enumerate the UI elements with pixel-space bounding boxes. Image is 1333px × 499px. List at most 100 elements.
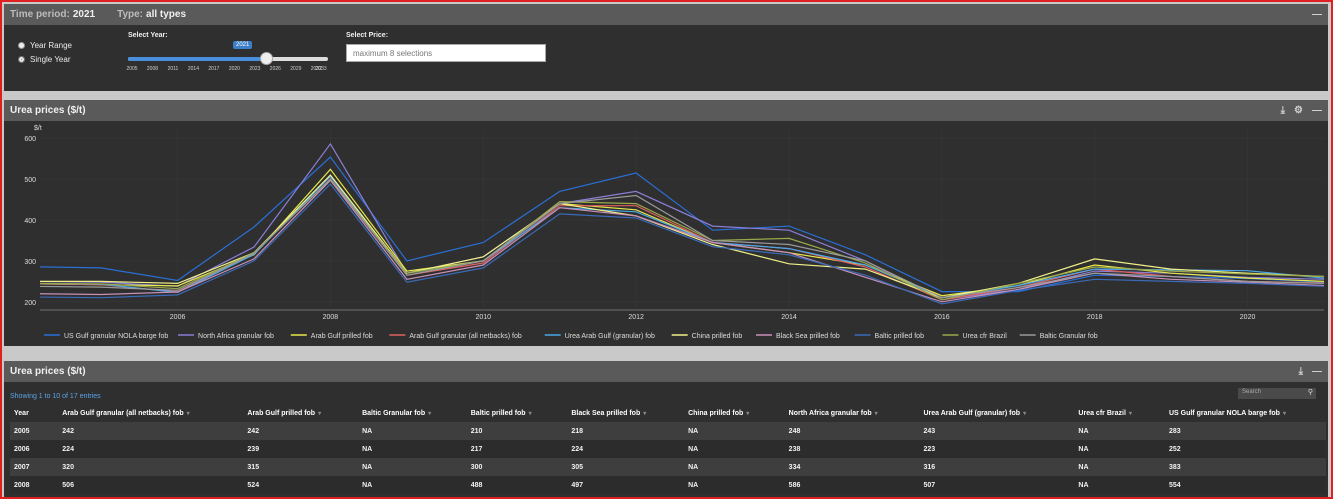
table-cell: NA: [684, 422, 785, 440]
y-tick-label: 400: [24, 218, 36, 225]
column-header[interactable]: Baltic Granular fob ▾: [358, 405, 467, 422]
gear-icon[interactable]: ⚙: [1294, 105, 1303, 116]
sort-icon[interactable]: ▾: [643, 411, 647, 417]
slider-tick-label: 2023: [249, 66, 261, 72]
y-tick-label: 200: [24, 300, 36, 307]
table-cell: NA: [684, 458, 785, 476]
slider-tick-label: 2014: [187, 66, 199, 72]
sort-icon[interactable]: ▾: [1282, 411, 1286, 417]
sort-icon[interactable]: ▾: [1128, 411, 1132, 417]
table-cell: 300: [466, 458, 568, 476]
radio-single-year[interactable]: Single Year: [18, 55, 70, 64]
radio-selected-icon[interactable]: [18, 56, 25, 63]
table-row[interactable]: 2008 506 524 NA 488 497 NA 586 507 NA 554: [10, 476, 1326, 494]
table-cell: 239: [243, 440, 359, 458]
table-cell: NA: [684, 440, 785, 458]
table-panel-title: Urea prices ($/t): [10, 366, 86, 377]
x-tick-label: 2006: [170, 314, 186, 321]
slider-tick-label: 2008: [146, 66, 159, 72]
column-header[interactable]: Year: [10, 405, 58, 422]
y-tick-label: 600: [24, 136, 36, 143]
year-slider[interactable]: [128, 52, 328, 65]
table-row[interactable]: 2007 320 315 NA 300 305 NA 334 316 NA 383: [10, 458, 1326, 476]
x-tick-label: 2012: [628, 314, 644, 321]
table-cell: 2005: [10, 422, 59, 440]
select-year-label: Select Year:: [128, 32, 168, 39]
download-icon[interactable]: ⤓: [1298, 366, 1303, 377]
year-slider-handle[interactable]: [260, 52, 273, 65]
legend-label: Urea cfr Brazil: [962, 333, 1007, 340]
column-header[interactable]: Arab Gulf prilled fob ▾: [243, 405, 358, 422]
series-line: [40, 175, 1324, 299]
column-header-label: Black Sea prilled fob: [571, 410, 641, 417]
sort-icon[interactable]: ▾: [874, 411, 878, 417]
radio-year-range[interactable]: Year Range: [18, 41, 72, 50]
legend-label: Arab Gulf granular (all netbacks) fob: [409, 333, 522, 340]
minimize-icon[interactable]: —: [1312, 366, 1322, 377]
table-cell: 217: [466, 440, 568, 458]
table-cell: 238: [784, 440, 920, 458]
legend-label: Baltic Granular fob: [1040, 333, 1098, 340]
chart-panel-header[interactable]: Urea prices ($/t) ⤓ ⚙ —: [4, 100, 1328, 121]
x-tick-label: 2010: [475, 314, 491, 321]
column-header-label: North Africa granular fob: [788, 410, 872, 417]
table-row[interactable]: 2005 242 242 NA 210 218 NA 248 243 NA 283: [10, 422, 1326, 440]
chart-panel: Urea prices ($/t) ⤓ ⚙ — $/t 200 300 400 500 6…: [4, 100, 1328, 346]
series-line: [40, 178, 1324, 301]
table-cell: 2007: [10, 458, 59, 476]
table-cell: 243: [919, 422, 1075, 440]
slider-tick-label: 2026: [269, 66, 281, 72]
sort-icon[interactable]: ▾: [186, 411, 190, 417]
filter-panel-header[interactable]: Time period: 2021 Type: all types —: [4, 4, 1328, 25]
x-tick-label: 2014: [781, 314, 797, 321]
radio-icon[interactable]: [18, 42, 25, 49]
price-select-input[interactable]: maximum 8 selections: [346, 44, 546, 62]
column-header-label: Baltic prilled fob: [470, 410, 526, 417]
column-header[interactable]: US Gulf granular NOLA barge fob ▾: [1165, 405, 1326, 422]
column-header[interactable]: Baltic prilled fob ▾: [467, 405, 568, 422]
column-header-label: US Gulf granular NOLA barge fob: [1168, 410, 1280, 417]
column-header[interactable]: North Africa granular fob ▾: [785, 405, 920, 422]
sort-icon[interactable]: ▾: [428, 411, 432, 417]
column-header[interactable]: Urea Arab Gulf (granular) fob ▾: [919, 405, 1074, 422]
table-cell: 524: [243, 476, 359, 494]
x-tick-label: 2020: [1240, 314, 1256, 321]
sort-icon[interactable]: ▾: [528, 411, 532, 417]
minimize-icon[interactable]: —: [1312, 105, 1322, 116]
download-icon[interactable]: ⤓: [1280, 105, 1286, 116]
search-input[interactable]: Search ⚲: [1238, 388, 1316, 399]
table-cell: 320: [58, 458, 244, 476]
table-cell: 2008: [10, 476, 59, 494]
legend-label: Arab Gulf prilled fob: [311, 333, 373, 340]
table-cell: 242: [243, 422, 359, 440]
y-axis-label: $/t: [34, 125, 42, 132]
table-cell: NA: [684, 476, 785, 494]
legend-label: Baltic prilled fob: [875, 333, 925, 340]
table-cell: 2006: [10, 440, 59, 458]
table-row[interactable]: 2006 224 239 NA 217 224 NA 238 223 NA 252: [10, 440, 1326, 458]
legend-label: Urea Arab Gulf (granular) fob: [565, 333, 655, 340]
search-icon[interactable]: ⚲: [1307, 389, 1313, 396]
table-cell: NA: [1074, 422, 1165, 440]
data-table: Year Arab Gulf granular (all netbacks) fo…: [10, 405, 1326, 494]
column-header[interactable]: Arab Gulf granular (all netbacks) fob ▾: [58, 405, 243, 422]
sort-icon[interactable]: ▾: [1023, 411, 1027, 417]
slider-tick-label: 2033: [315, 66, 327, 72]
legend-label: US Gulf granular NOLA barge fob: [64, 333, 168, 340]
table-cell: 554: [1164, 476, 1326, 494]
minimize-icon[interactable]: —: [1312, 9, 1322, 20]
slider-tick-label: 2029: [290, 66, 302, 72]
sort-icon[interactable]: ▾: [318, 411, 322, 417]
series-line: [40, 178, 1324, 299]
slider-value-tag: 2021: [233, 41, 253, 49]
column-header[interactable]: China prilled fob ▾: [684, 405, 785, 422]
table-cell: 242: [58, 422, 244, 440]
time-period-label: Time period:: [10, 9, 70, 20]
table-panel-header[interactable]: Urea prices ($/t) ⤓ —: [4, 361, 1328, 382]
legend-label: North Africa granular fob: [198, 333, 274, 340]
sort-icon[interactable]: ▾: [746, 411, 750, 417]
column-header[interactable]: Urea cfr Brazil ▾: [1074, 405, 1165, 422]
column-header[interactable]: Black Sea prilled fob ▾: [567, 405, 684, 422]
entries-info: Showing 1 to 10 of 17 entries: [10, 393, 101, 400]
series-line: [40, 179, 1324, 303]
